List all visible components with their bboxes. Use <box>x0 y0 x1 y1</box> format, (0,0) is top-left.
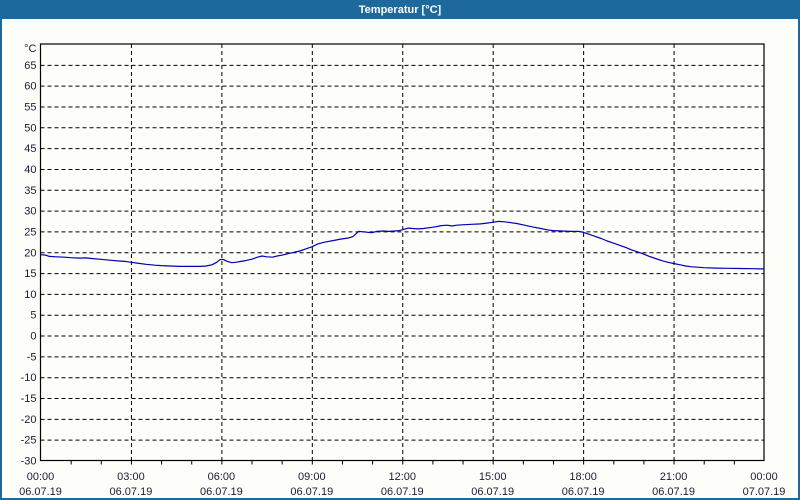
x-tick-date-label: 06.07.19 <box>652 486 695 498</box>
x-tick-date-label: 06.07.19 <box>19 486 62 498</box>
x-tick-date-label: 07.07.19 <box>743 486 786 498</box>
y-tick-label: 65 <box>24 60 36 72</box>
y-tick-label: 25 <box>24 226 36 238</box>
axis-ticks <box>70 460 735 465</box>
y-tick-label: 45 <box>24 143 36 155</box>
x-tick-time-label: 03:00 <box>117 471 145 483</box>
x-tick-date-label: 06.07.19 <box>110 486 153 498</box>
y-tick-label: 0 <box>30 331 36 343</box>
y-axis-unit-label: °C <box>24 43 36 55</box>
y-tick-label: 55 <box>24 101 36 113</box>
x-tick-date-label: 06.07.19 <box>200 486 243 498</box>
x-tick-date-label: 06.07.19 <box>290 486 333 498</box>
x-tick-date-label: 06.07.19 <box>381 486 424 498</box>
y-tick-label: -15 <box>21 393 37 405</box>
x-tick-time-label: 21:00 <box>660 471 688 483</box>
plot-frame <box>39 43 765 462</box>
y-tick-label: 30 <box>24 206 36 218</box>
chart-area: 65 60 55 50 45 40 35 30 25 20 15 10 5 0 -5 -10 -15 -20 -25… <box>4 21 800 500</box>
y-tick-label: 35 <box>24 185 36 197</box>
temperature-chart: 65605550454035302520151050-5-10-15-20-25… <box>19 43 785 498</box>
y-tick-label: 50 <box>24 122 36 134</box>
x-tick-time-label: 18:00 <box>569 471 597 483</box>
window-title: Temperatur [°C] <box>358 4 442 16</box>
y-tick-label: -5 <box>27 351 37 363</box>
y-tick-label: -30 <box>21 456 37 468</box>
y-tick-label: 10 <box>24 289 36 301</box>
x-tick-time-label: 15:00 <box>479 471 507 483</box>
x-tick-time-label: 09:00 <box>298 471 326 483</box>
x-tick-date-label: 06.07.19 <box>471 486 514 498</box>
y-tick-label: -25 <box>21 435 37 447</box>
x-tick-date-label: 06.07.19 <box>562 486 605 498</box>
x-tick-time-label: 00:00 <box>750 471 778 483</box>
y-tick-label: 20 <box>24 247 36 259</box>
y-tick-label: 60 <box>24 81 36 93</box>
grid-lines <box>40 44 764 461</box>
y-tick-label: -10 <box>21 372 37 384</box>
temperature-series-line <box>40 220 765 270</box>
axis-labels: 65605550454035302520151050-5-10-15-20-25… <box>19 43 785 498</box>
x-tick-time-label: 00:00 <box>27 471 55 483</box>
y-tick-label: 15 <box>24 268 36 280</box>
y-tick-label: 5 <box>30 310 36 322</box>
window-titlebar[interactable]: Temperatur [°C] <box>2 2 798 19</box>
x-tick-time-label: 12:00 <box>388 471 416 483</box>
x-tick-time-label: 06:00 <box>208 471 236 483</box>
y-tick-label: 40 <box>24 164 36 176</box>
y-tick-label: -20 <box>21 414 37 426</box>
